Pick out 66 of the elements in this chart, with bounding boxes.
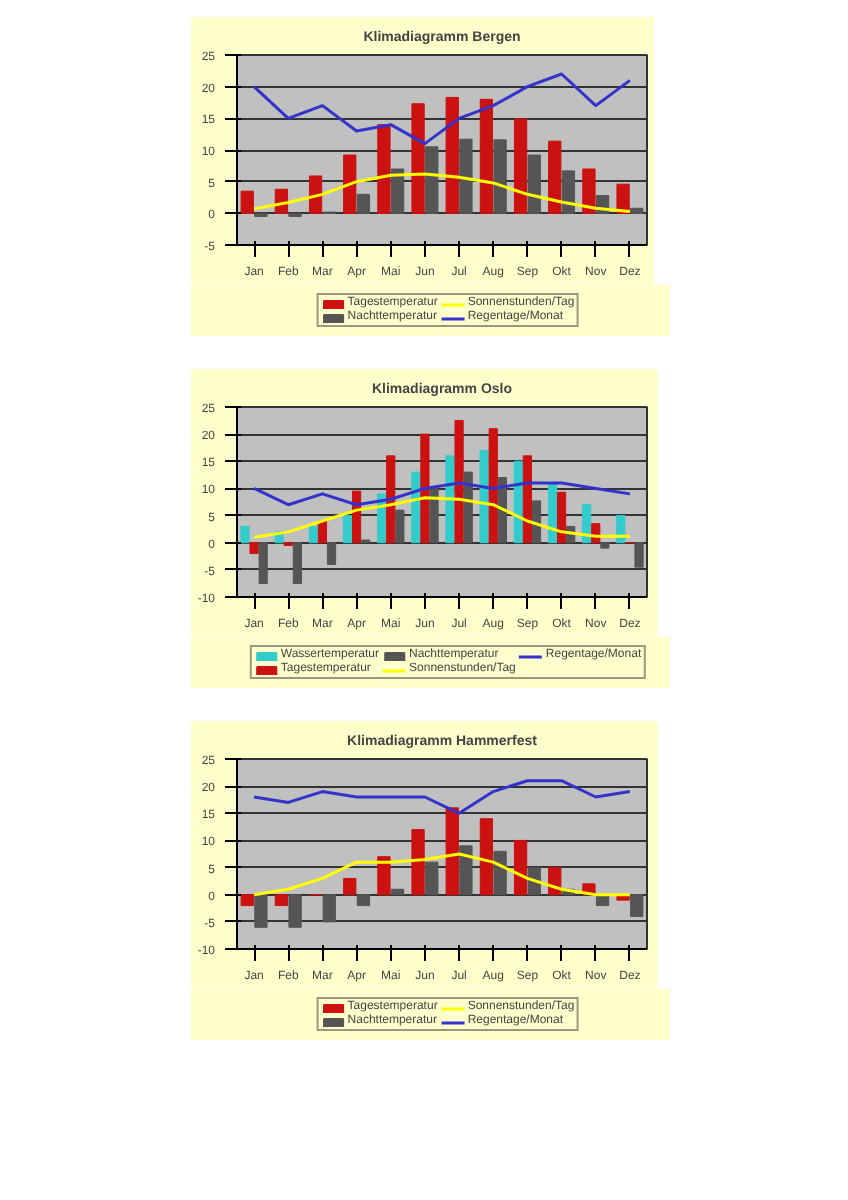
bar [240, 190, 254, 214]
bar [386, 455, 396, 544]
bar [459, 138, 473, 214]
bar [356, 193, 371, 214]
bar [308, 525, 318, 544]
bar [377, 124, 391, 214]
bar [356, 894, 371, 907]
bar [395, 509, 405, 544]
bar [258, 542, 268, 584]
bar [390, 888, 405, 896]
bar [326, 542, 337, 565]
bar [493, 850, 507, 896]
bar [600, 542, 610, 549]
bar [561, 170, 576, 214]
bar [630, 894, 644, 917]
bar [343, 877, 357, 896]
bar [390, 168, 405, 214]
bar [582, 168, 596, 214]
bar [548, 140, 562, 214]
bar [479, 818, 494, 896]
bar [274, 894, 289, 907]
line-series [252, 72, 632, 146]
bar [616, 183, 630, 214]
bar [445, 807, 459, 896]
bar [527, 154, 541, 214]
bar [429, 487, 439, 544]
bar [513, 118, 528, 214]
bar [582, 504, 592, 544]
bar [531, 500, 542, 544]
bar [630, 207, 644, 214]
bar [342, 515, 353, 544]
bar [411, 471, 421, 544]
line-series [252, 852, 632, 897]
bar [463, 471, 473, 544]
bar [634, 542, 644, 568]
line-series [252, 481, 632, 507]
bar [556, 491, 567, 544]
bar [420, 433, 430, 544]
bar [479, 98, 494, 214]
bar [249, 542, 259, 555]
bar [513, 460, 523, 544]
bar [459, 845, 473, 896]
bar [377, 856, 391, 896]
line-series [252, 496, 632, 539]
bar [454, 420, 464, 544]
bar [522, 455, 533, 544]
bar [479, 449, 489, 544]
bar [343, 154, 357, 214]
bar [292, 542, 302, 584]
bar [513, 839, 528, 896]
bar [425, 146, 439, 214]
bar [493, 139, 507, 214]
bar [254, 894, 268, 928]
line-series [252, 172, 632, 213]
bar [240, 894, 254, 907]
bar [488, 428, 498, 544]
bar [445, 455, 455, 544]
bar [425, 861, 439, 896]
bar [240, 525, 250, 544]
bar [411, 103, 425, 214]
bar [411, 829, 425, 896]
line-series [252, 779, 632, 815]
bar [288, 894, 302, 928]
bar [445, 96, 459, 214]
bar [308, 175, 323, 214]
bar [322, 894, 336, 923]
